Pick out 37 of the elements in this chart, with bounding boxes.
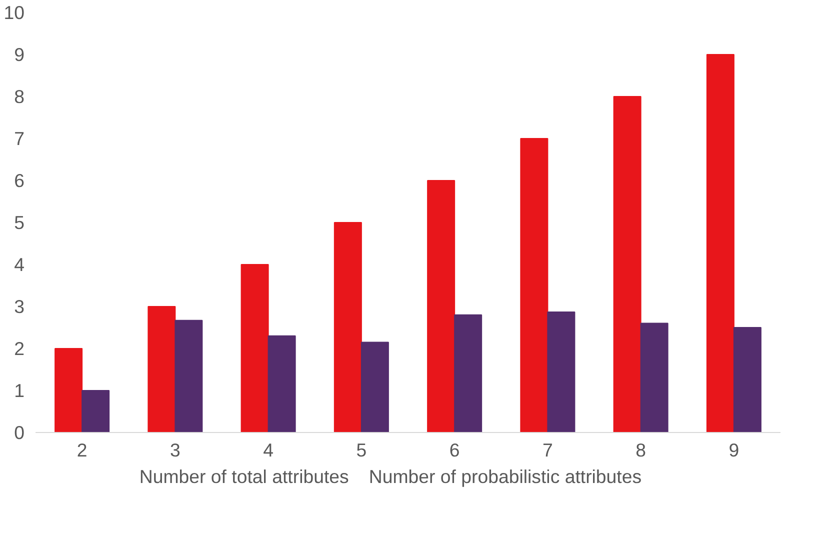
y-tick-label: 4 xyxy=(14,254,25,275)
bar xyxy=(706,54,734,432)
bar xyxy=(268,335,296,432)
y-tick-label: 8 xyxy=(14,86,25,107)
y-tick-label: 0 xyxy=(14,422,25,443)
bar xyxy=(427,180,456,432)
y-tick-label: 6 xyxy=(14,170,25,191)
bar xyxy=(240,264,269,432)
bar xyxy=(334,222,362,432)
y-tick-label: 9 xyxy=(14,44,25,65)
bar xyxy=(148,306,176,432)
series-label: Number of total attributes xyxy=(139,466,349,488)
bar xyxy=(82,390,110,432)
y-tick-label: 2 xyxy=(14,338,25,359)
bar xyxy=(547,311,576,432)
x-tick-label: 7 xyxy=(542,440,553,460)
bar xyxy=(613,96,642,432)
y-tick-label: 1 xyxy=(14,380,25,401)
x-tick-label: 6 xyxy=(449,440,460,460)
y-tick-label: 3 xyxy=(14,296,25,317)
x-tick-label: 3 xyxy=(170,440,180,460)
bar xyxy=(360,342,389,432)
x-tick-label: 9 xyxy=(728,440,740,460)
bar xyxy=(640,322,668,432)
y-tick-label: 5 xyxy=(14,212,25,233)
bar xyxy=(733,327,762,432)
bar xyxy=(174,320,203,432)
x-tick-label: 8 xyxy=(636,440,646,460)
series-label: Number of probabilistic attributes xyxy=(368,466,642,488)
y-tick-label: 7 xyxy=(14,128,25,149)
x-tick-label: 5 xyxy=(356,440,367,460)
x-tick-label: 2 xyxy=(76,440,88,460)
bar xyxy=(520,138,548,432)
x-tick-label: 4 xyxy=(263,440,274,460)
bar xyxy=(54,348,83,432)
bar xyxy=(454,314,482,432)
y-tick-label: 10 xyxy=(4,2,25,23)
